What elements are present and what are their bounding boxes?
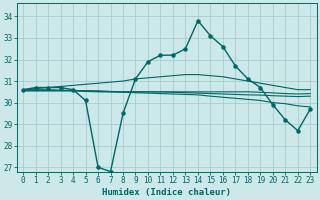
X-axis label: Humidex (Indice chaleur): Humidex (Indice chaleur) — [102, 188, 231, 197]
